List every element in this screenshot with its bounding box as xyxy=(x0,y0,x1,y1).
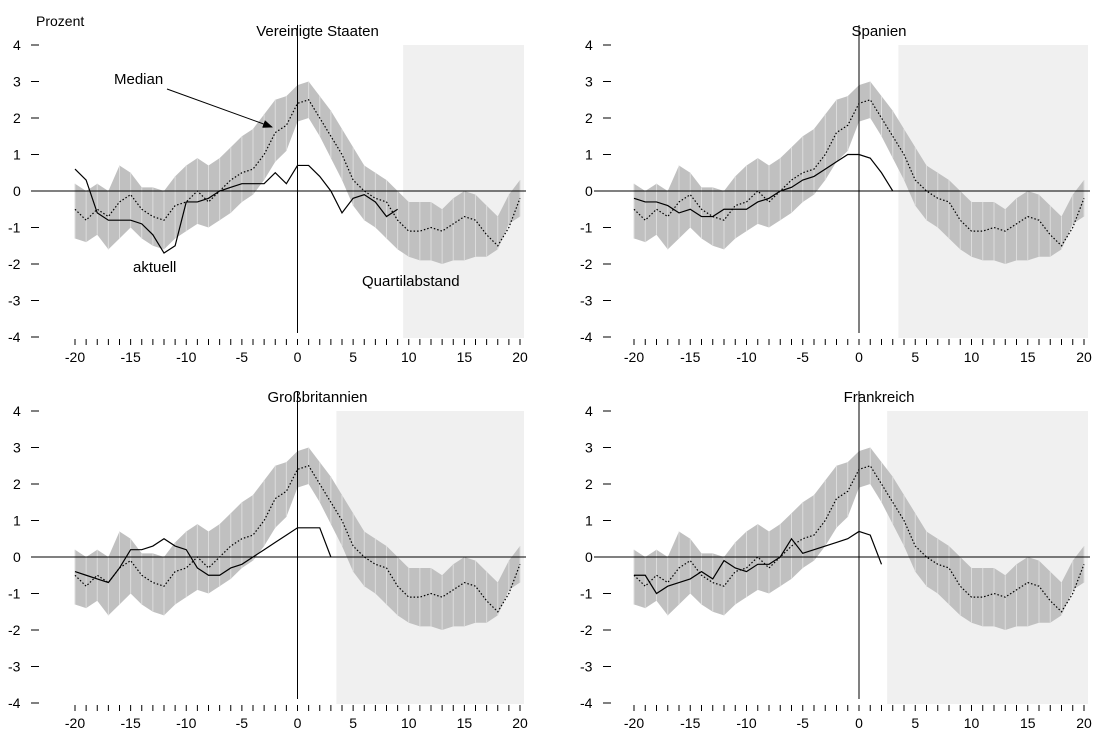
x-tick-label: -5 xyxy=(797,715,810,731)
y-tick-label: -4 xyxy=(580,695,593,711)
y-tick-label: -2 xyxy=(580,256,593,272)
x-tick-label: 10 xyxy=(964,349,980,365)
y-tick-label: 1 xyxy=(13,513,21,529)
x-tick-label: -10 xyxy=(736,349,756,365)
y-tick-label: 3 xyxy=(585,74,593,90)
x-tick-label: -20 xyxy=(65,349,85,365)
x-tick-label: 15 xyxy=(1020,715,1036,731)
x-tick-label: -10 xyxy=(176,715,196,731)
x-tick-label: 5 xyxy=(911,715,919,731)
x-tick-label: -15 xyxy=(121,715,141,731)
current-line xyxy=(633,153,894,218)
x-tick-label: 10 xyxy=(401,349,417,365)
x-tick-label: 15 xyxy=(457,349,473,365)
x-tick-label: -15 xyxy=(121,349,141,365)
y-tick-label: -2 xyxy=(8,622,21,638)
y-tick-label: 0 xyxy=(13,183,21,199)
x-tick-label: 20 xyxy=(512,349,528,365)
y-tick-label: -1 xyxy=(580,586,593,602)
y-tick-label: -1 xyxy=(8,586,21,602)
y-tick-label: -2 xyxy=(580,622,593,638)
x-tick-label: 5 xyxy=(349,349,357,365)
y-tick-label: 4 xyxy=(585,37,593,53)
x-tick-label: -5 xyxy=(797,349,810,365)
chart-title: Frankreich xyxy=(844,389,915,406)
x-tick-label: -20 xyxy=(624,349,644,365)
chart-title: Spanien xyxy=(851,23,906,40)
x-tick-label: -5 xyxy=(236,349,249,365)
y-tick-label: -3 xyxy=(580,659,593,675)
current-line xyxy=(74,164,398,254)
x-tick-label: -10 xyxy=(736,715,756,731)
y-tick-label: 2 xyxy=(585,110,593,126)
x-tick-label: 20 xyxy=(1076,715,1092,731)
y-tick-label: -4 xyxy=(8,329,21,345)
y-tick-label: 4 xyxy=(585,403,593,419)
y-tick-label: 1 xyxy=(585,513,593,529)
x-tick-label: 5 xyxy=(911,349,919,365)
y-tick-label: -3 xyxy=(580,293,593,309)
y-tick-label: -1 xyxy=(8,220,21,236)
current-line xyxy=(74,527,332,584)
x-tick-label: 15 xyxy=(1020,349,1036,365)
x-tick-label: 5 xyxy=(349,715,357,731)
y-tick-label: 1 xyxy=(13,147,21,163)
y-tick-label: -4 xyxy=(580,329,593,345)
median-line xyxy=(633,465,1085,613)
x-tick-label: -20 xyxy=(65,715,85,731)
x-tick-label: 0 xyxy=(294,715,302,731)
median-annotation: Median xyxy=(114,71,163,88)
x-tick-label: -10 xyxy=(176,349,196,365)
chart-title: Vereinigte Staaten xyxy=(256,23,379,40)
aktuell-annotation: aktuell xyxy=(133,259,176,276)
x-tick-label: 15 xyxy=(457,715,473,731)
y-tick-label: -2 xyxy=(8,256,21,272)
y-tick-label: -3 xyxy=(8,659,21,675)
y-tick-label: 3 xyxy=(13,440,21,456)
y-tick-label: 1 xyxy=(585,147,593,163)
y-tick-label: 4 xyxy=(13,37,21,53)
annotations: Median aktuell Quartilabstand xyxy=(114,71,460,290)
median-arrow xyxy=(166,88,273,128)
x-tick-label: -15 xyxy=(680,349,700,365)
current-line xyxy=(634,530,883,595)
y-tick-label: 3 xyxy=(13,74,21,90)
median-line xyxy=(633,99,1085,247)
y-tick-label: -4 xyxy=(8,695,21,711)
x-tick-label: 10 xyxy=(964,715,980,731)
y-tick-label: 2 xyxy=(585,476,593,492)
y-tick-label: 3 xyxy=(585,440,593,456)
y-unit-label: Prozent xyxy=(36,13,84,29)
y-tick-label: 0 xyxy=(585,183,593,199)
y-tick-label: 2 xyxy=(13,476,21,492)
y-tick-label: 0 xyxy=(13,549,21,565)
x-tick-label: -15 xyxy=(680,715,700,731)
x-tick-label: 20 xyxy=(512,715,528,731)
x-tick-label: -20 xyxy=(624,715,644,731)
x-tick-label: 0 xyxy=(855,349,863,365)
chart-title: Großbritannien xyxy=(267,389,367,406)
y-tick-label: 0 xyxy=(585,549,593,565)
y-tick-label: 4 xyxy=(13,403,21,419)
x-tick-label: 10 xyxy=(401,715,417,731)
y-tick-label: -1 xyxy=(580,220,593,236)
x-tick-label: -5 xyxy=(236,715,249,731)
y-tick-label: 2 xyxy=(13,110,21,126)
y-tick-label: -3 xyxy=(8,293,21,309)
quartilabstand-annotation: Quartilabstand xyxy=(362,273,460,290)
x-tick-label: 20 xyxy=(1076,349,1092,365)
x-tick-label: 0 xyxy=(294,349,302,365)
x-tick-label: 0 xyxy=(855,715,863,731)
